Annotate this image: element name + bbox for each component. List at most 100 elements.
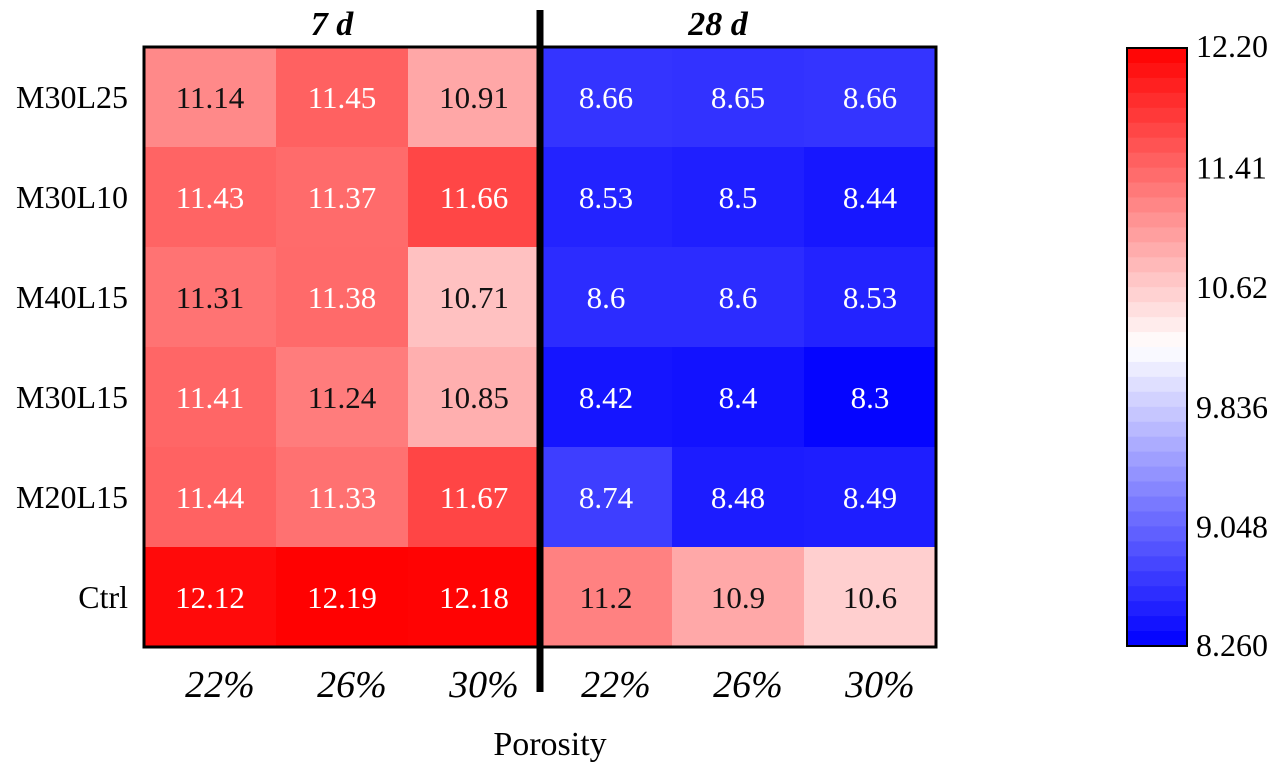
cell-value-label: 8.6: [587, 280, 626, 315]
row-label: M30L10: [16, 179, 128, 215]
heatmap-cell: [804, 347, 937, 448]
colorbar-step: [1127, 77, 1187, 94]
column-label: 22%: [581, 664, 651, 706]
cell-value-label: 11.66: [440, 180, 509, 215]
heatmap-cell: [540, 547, 673, 648]
colorbar-step: [1127, 92, 1187, 109]
cell-value-label: 8.44: [843, 180, 898, 215]
heatmap-cell: [672, 547, 805, 648]
heatmap-cell: [804, 447, 937, 548]
cell-value-label: 10.91: [439, 80, 509, 115]
heatmap-cell: [804, 547, 937, 648]
colorbar-step: [1127, 601, 1187, 617]
colorbar-step: [1127, 272, 1187, 288]
cell-value-label: 8.66: [579, 80, 633, 115]
colorbar-step: [1127, 212, 1187, 228]
cell-value-label: 11.38: [308, 280, 377, 315]
colorbar-step: [1127, 347, 1187, 363]
heatmap-cell: [408, 247, 541, 348]
heatmap-cell: [144, 547, 277, 648]
heatmap-cell: [408, 447, 541, 548]
colorbar-tick-label: 9.048: [1196, 508, 1268, 544]
heatmap-cell: [276, 47, 409, 148]
heatmap-cell: [144, 347, 277, 448]
colorbar-step: [1127, 406, 1187, 423]
heatmap-cell: [276, 347, 409, 448]
colorbar-step: [1127, 302, 1187, 318]
heatmap-cell: [276, 447, 409, 548]
colorbar-step: [1127, 436, 1187, 453]
heatmap-cell: [408, 147, 541, 248]
heatmap-cell: [672, 147, 805, 248]
colorbar-step: [1127, 107, 1187, 124]
cell-value-label: 12.18: [439, 580, 509, 615]
cell-labels: 11.14 11.45 10.91 8.66 8.65 8.66 11.43 11.37 11.…: [175, 80, 898, 615]
cell-value-label: 11.37: [308, 180, 377, 215]
cell-value-label: 10.6: [843, 580, 897, 615]
heatmap-cell: [540, 147, 673, 248]
colorbar-step: [1127, 242, 1187, 258]
heatmap-cell: [276, 147, 409, 248]
colorbar-step: [1127, 511, 1187, 527]
colorbar-frame: [1126, 47, 1188, 647]
column-label: 22%: [185, 664, 255, 706]
cell-value-label: 8.48: [711, 480, 765, 515]
colorbar-step: [1127, 62, 1187, 79]
colorbar-step: [1127, 332, 1187, 348]
cell-value-label: 8.65: [711, 80, 765, 115]
colorbar-tick-label: 8.260: [1196, 627, 1268, 663]
heatmap-cell: [408, 547, 541, 648]
cell-value-label: 11.24: [308, 380, 377, 415]
colorbar-tick-label: 11.41: [1196, 150, 1267, 186]
heatmap-cell: [672, 47, 805, 148]
cell-value-label: 10.71: [439, 280, 509, 315]
x-axis-label: Porosity: [493, 726, 606, 763]
cell-value-label: 8.6: [719, 280, 758, 315]
cell-value-label: 12.12: [175, 580, 245, 615]
row-label: M40L15: [16, 279, 128, 315]
colorbar-step: [1127, 227, 1187, 243]
colorbar-step: [1127, 137, 1187, 154]
heatmap-cell: [804, 47, 937, 148]
cell-value-label: 11.31: [176, 280, 245, 315]
cell-value-label: 11.44: [176, 480, 245, 515]
colorbar-tick-labels: 12.20 11.41 10.62 9.836 9.048 8.260: [1196, 28, 1268, 663]
colorbar-step: [1127, 257, 1187, 273]
heatmap-cell: [804, 147, 937, 248]
cell-value-label: 8.66: [843, 80, 897, 115]
column-label: 30%: [844, 664, 915, 706]
heatmap-cell: [144, 447, 277, 548]
column-label: 26%: [317, 664, 387, 706]
colorbar: [1126, 47, 1188, 647]
colorbar-step: [1127, 586, 1187, 602]
colorbar-step: [1127, 556, 1187, 572]
heatmap-cell: [276, 247, 409, 348]
cell-value-label: 8.5: [719, 180, 758, 215]
cell-value-label: 11.43: [176, 180, 245, 215]
heatmap-cell: [672, 247, 805, 348]
heatmap-cell: [672, 447, 805, 548]
heatmap-cell: [144, 247, 277, 348]
colorbar-step: [1127, 571, 1187, 587]
row-label: M30L15: [16, 379, 128, 415]
colorbar-step: [1127, 317, 1187, 333]
heatmap-cell: [144, 47, 277, 148]
colorbar-step: [1127, 526, 1187, 542]
column-label: 26%: [713, 664, 783, 706]
colorbar-step: [1127, 631, 1187, 647]
cell-value-label: 11.14: [176, 80, 245, 115]
heatmap-cell: [408, 47, 541, 148]
colorbar-step: [1127, 451, 1187, 468]
cell-value-label: 12.19: [307, 580, 377, 615]
colorbar-tick-label: 9.836: [1196, 389, 1268, 425]
cell-value-label: 8.3: [851, 380, 890, 415]
colorbar-step: [1127, 287, 1187, 303]
cell-value-label: 8.49: [843, 480, 897, 515]
heatmap-cell: [672, 347, 805, 448]
colorbar-step: [1127, 496, 1187, 513]
cell-value-label: 11.41: [176, 380, 245, 415]
cell-value-label: 8.4: [719, 380, 758, 415]
colorbar-step: [1127, 122, 1187, 139]
column-label: 30%: [448, 664, 519, 706]
